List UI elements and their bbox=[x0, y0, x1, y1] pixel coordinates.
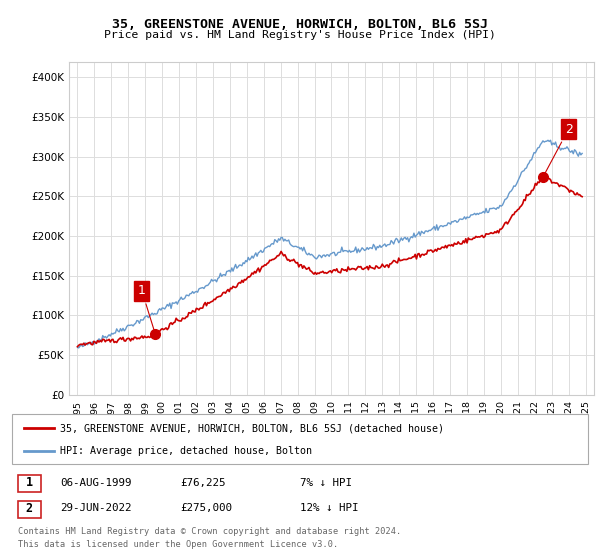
Text: 29-JUN-2022: 29-JUN-2022 bbox=[60, 503, 131, 514]
Text: 2: 2 bbox=[26, 502, 33, 515]
Text: 1: 1 bbox=[26, 476, 33, 489]
Text: HPI: Average price, detached house, Bolton: HPI: Average price, detached house, Bolt… bbox=[60, 446, 312, 456]
Text: This data is licensed under the Open Government Licence v3.0.: This data is licensed under the Open Gov… bbox=[18, 540, 338, 549]
Text: £76,225: £76,225 bbox=[180, 478, 226, 488]
Text: 12% ↓ HPI: 12% ↓ HPI bbox=[300, 503, 359, 514]
Text: £275,000: £275,000 bbox=[180, 503, 232, 514]
Text: 1: 1 bbox=[138, 284, 155, 332]
Text: Price paid vs. HM Land Registry's House Price Index (HPI): Price paid vs. HM Land Registry's House … bbox=[104, 30, 496, 40]
Text: Contains HM Land Registry data © Crown copyright and database right 2024.: Contains HM Land Registry data © Crown c… bbox=[18, 528, 401, 536]
Text: 7% ↓ HPI: 7% ↓ HPI bbox=[300, 478, 352, 488]
Text: 06-AUG-1999: 06-AUG-1999 bbox=[60, 478, 131, 488]
Text: 35, GREENSTONE AVENUE, HORWICH, BOLTON, BL6 5SJ: 35, GREENSTONE AVENUE, HORWICH, BOLTON, … bbox=[112, 18, 488, 31]
Text: 35, GREENSTONE AVENUE, HORWICH, BOLTON, BL6 5SJ (detached house): 35, GREENSTONE AVENUE, HORWICH, BOLTON, … bbox=[60, 423, 444, 433]
Text: 2: 2 bbox=[545, 123, 572, 174]
